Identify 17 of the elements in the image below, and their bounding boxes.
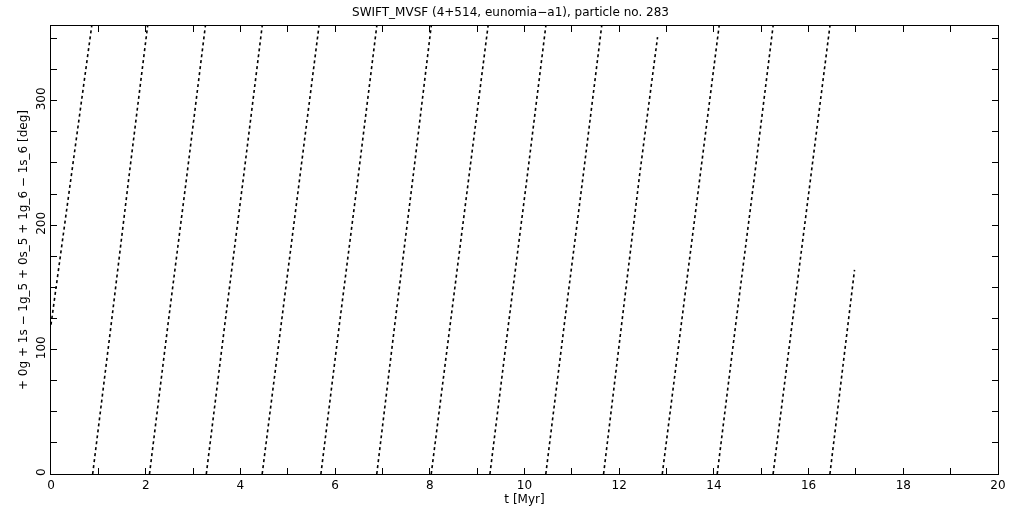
x-tick-label: 16 [800,478,817,493]
x-tick-label: 6 [331,478,339,493]
y-tick-label: 0 [34,468,49,477]
y-axis-title: + 0g + 1s − 1g_5 + 0s_5 + 1g_6 − 1s_6 [deg] [15,109,30,391]
y-tick-label: 200 [34,211,49,235]
x-tick-label: 2 [141,478,150,493]
x-axis-title: t [Myr] [504,492,545,507]
x-tick-label: 18 [895,478,911,493]
chart-title: SWIFT_MVSF (4+514, eunomia−a1), particle no. 283 [352,5,669,20]
x-tick-label: 14 [706,478,722,493]
y-tick-label: 100 [34,336,49,360]
x-tick-label: 4 [236,478,245,493]
x-tick-label: 20 [990,478,1006,493]
y-tick-label: 300 [34,87,49,111]
x-tick-label: 12 [611,478,627,493]
x-tick-label: 8 [425,478,434,493]
x-tick-label: 10 [516,478,533,493]
